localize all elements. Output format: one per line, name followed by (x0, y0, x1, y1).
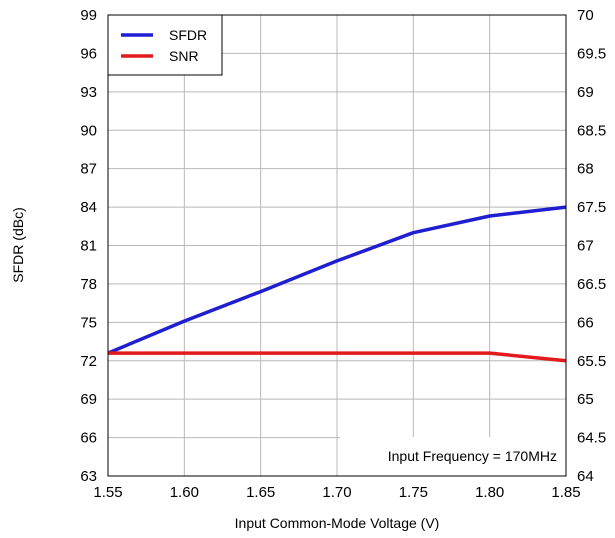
y2-axis-ticks: 64 64.5 65 65.5 66 66.5 67 67.5 68 68.5 69 69.5 70 (577, 7, 606, 485)
y2-tick-label: 66.5 (577, 276, 606, 293)
annotation-text: Input Frequency = 170MHz (388, 448, 557, 464)
y-tick-label: 81 (80, 238, 97, 255)
x-tick-label: 1.75 (399, 484, 428, 501)
x-tick-label: 1.80 (475, 484, 504, 501)
annotation-group: Input Frequency = 170MHz (340, 437, 566, 476)
y2-tick-label: 70 (577, 7, 594, 24)
y2-tick-label: 68.5 (577, 122, 606, 139)
y-tick-label: 69 (80, 391, 97, 408)
x-axis-label: Input Common-Mode Voltage (V) (235, 515, 440, 531)
y2-tick-label: 65.5 (577, 353, 606, 370)
legend-label-sfdr: SFDR (169, 27, 207, 43)
y-tick-label: 75 (80, 314, 97, 331)
y-axis-ticks: 63 66 69 72 75 78 81 84 87 90 93 96 99 (80, 7, 97, 485)
y2-tick-label: 67.5 (577, 199, 606, 216)
y-axis-label: SFDR (dBc) (10, 207, 26, 282)
y-tick-label: 78 (80, 276, 97, 293)
y2-tick-label: 66 (577, 314, 594, 331)
y-tick-label: 96 (80, 45, 97, 62)
y2-tick-label: 65 (577, 391, 594, 408)
series-line-sfdr (107, 205, 567, 355)
y-tick-label: 63 (80, 468, 97, 485)
plot-frame (107, 14, 567, 477)
series-line-snr (108, 351, 567, 363)
grid (107, 14, 567, 477)
y-tick-label: 90 (80, 122, 97, 139)
legend-label-snr: SNR (169, 48, 199, 64)
y2-tick-label: 69.5 (577, 45, 606, 62)
x-tick-label: 1.55 (93, 484, 122, 501)
x-tick-label: 1.85 (551, 484, 580, 501)
x-axis-ticks: 1.55 1.60 1.65 1.70 1.75 1.80 1.85 (93, 484, 580, 501)
y2-tick-label: 68 (577, 161, 594, 178)
y-tick-label: 87 (80, 161, 97, 178)
y2-tick-label: 64 (577, 468, 594, 485)
y-tick-label: 99 (80, 7, 97, 24)
x-tick-label: 1.70 (322, 484, 351, 501)
y2-tick-label: 69 (577, 84, 594, 101)
y-tick-label: 66 (80, 430, 97, 447)
y-tick-label: 72 (80, 353, 97, 370)
legend: SFDR SNR (107, 14, 223, 76)
y-tick-label: 93 (80, 84, 97, 101)
legend-box (107, 14, 223, 76)
x-tick-label: 1.60 (170, 484, 199, 501)
x-tick-label: 1.65 (246, 484, 275, 501)
y-tick-label: 84 (80, 199, 97, 216)
series-lines (107, 205, 567, 363)
y2-tick-label: 67 (577, 238, 594, 255)
y2-tick-label: 64.5 (577, 430, 606, 447)
annotation-box (340, 437, 566, 476)
